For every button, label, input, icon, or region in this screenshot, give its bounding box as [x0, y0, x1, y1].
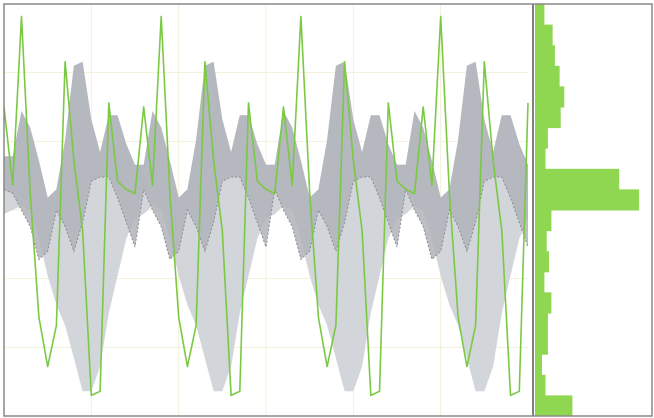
- histogram-bar: [535, 354, 542, 376]
- histogram-bar: [535, 127, 548, 149]
- histogram-bar: [535, 313, 548, 335]
- histogram-bar: [535, 292, 552, 314]
- histogram-bar: [535, 168, 620, 190]
- inner-band: [4, 61, 528, 260]
- histogram-bar: [535, 230, 547, 252]
- histogram-bar: [535, 251, 549, 273]
- histogram-bar: [535, 86, 565, 108]
- histogram-layer: [535, 4, 640, 417]
- histogram-bar: [535, 189, 640, 211]
- plot-border: [3, 3, 653, 417]
- histogram-bar: [535, 65, 560, 87]
- line-layer: [3, 15, 529, 397]
- histogram-bar: [535, 271, 545, 293]
- histogram-bar: [535, 24, 553, 46]
- histogram-bar: [535, 4, 545, 26]
- histogram-bar: [535, 210, 552, 232]
- histogram-bar: [535, 45, 555, 67]
- histogram-bar: [535, 395, 573, 417]
- histogram-bar: [535, 148, 546, 170]
- histogram-bar: [535, 333, 548, 355]
- histogram-bar: [535, 107, 561, 129]
- highlighted-series-line: [3, 15, 529, 397]
- inner-band-lower-edge: [3, 176, 529, 261]
- band-layer: [3, 61, 529, 392]
- histogram-bar: [535, 374, 546, 396]
